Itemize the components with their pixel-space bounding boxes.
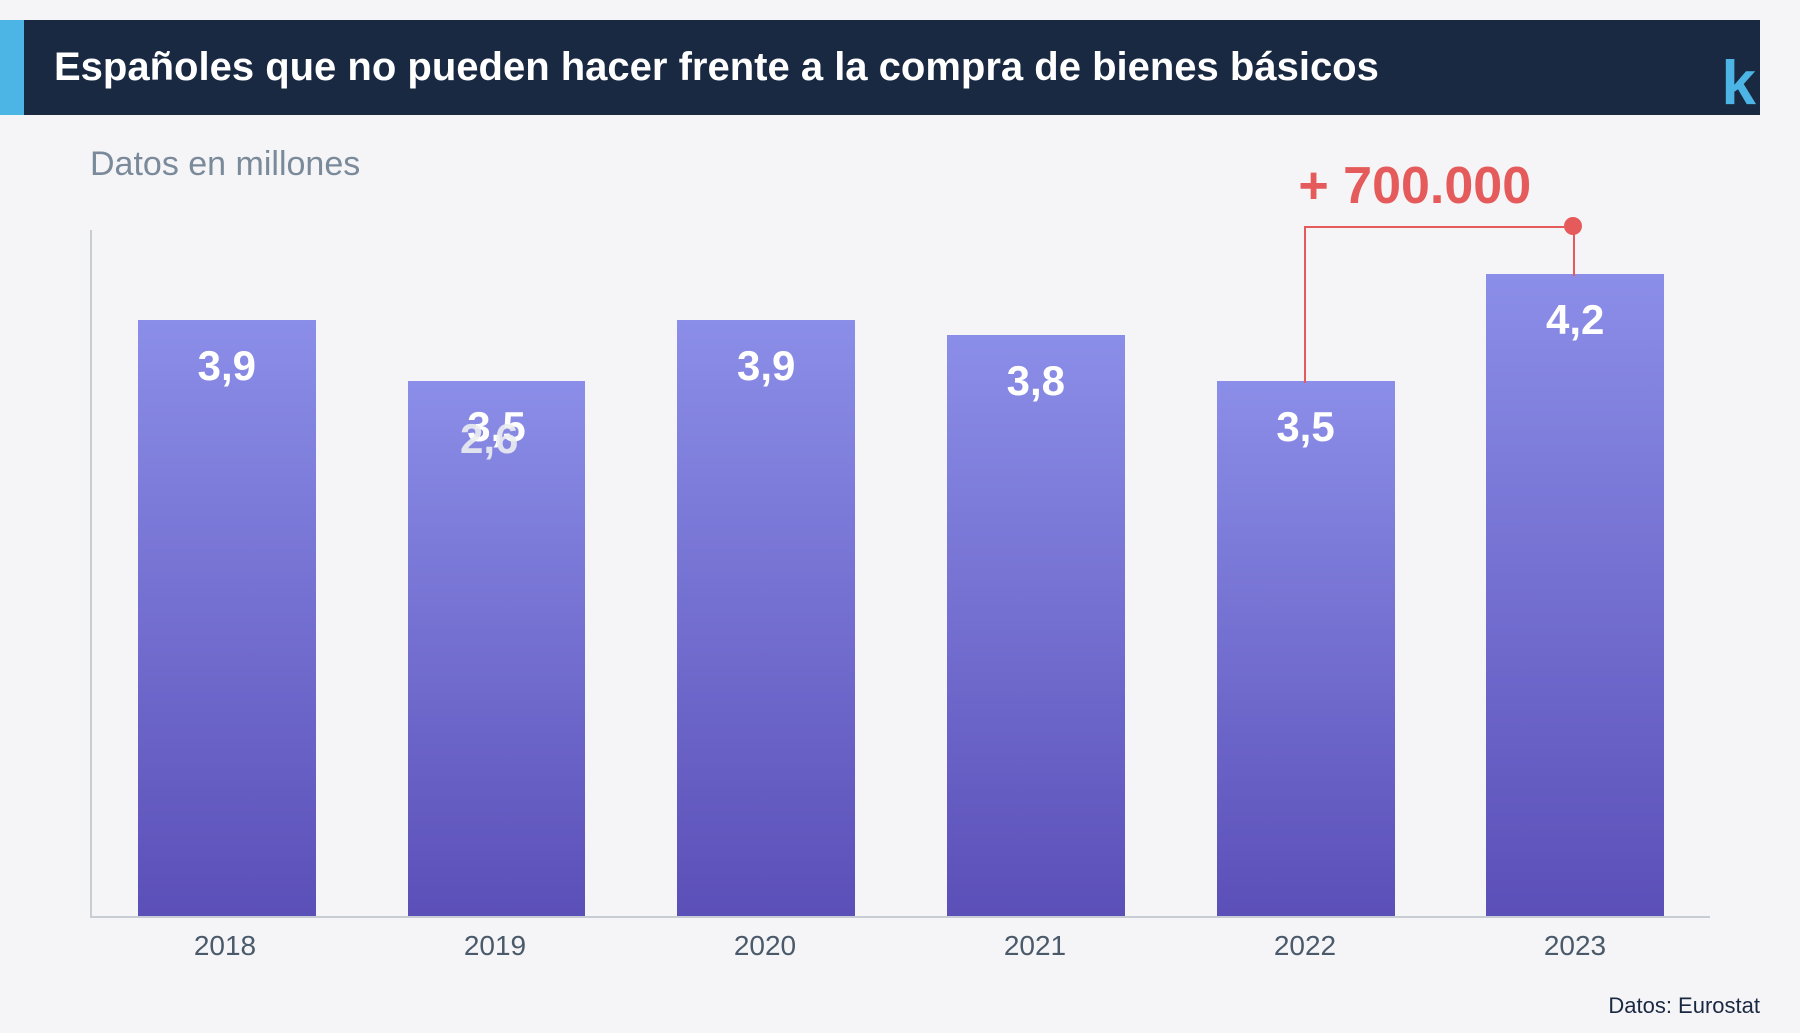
callout-line-v1: [1304, 226, 1306, 383]
x-tick-label: 2019: [360, 930, 630, 962]
bar-column: 3,9: [92, 230, 362, 916]
x-tick-label: 2021: [900, 930, 1170, 962]
logo: ok: [1688, 48, 1752, 119]
bar-chart: 3,93,53,93,83,54,2 201820192020202120222…: [90, 230, 1710, 973]
header-accent: [0, 20, 24, 115]
bar-column: 3,9: [631, 230, 901, 916]
header-bar: Españoles que no pueden hacer frente a l…: [0, 20, 1760, 115]
source-label: Datos: Eurostat: [1608, 993, 1760, 1019]
logo-k: k: [1722, 48, 1752, 119]
bar: 3,9: [677, 320, 855, 916]
header-title-bar: Españoles que no pueden hacer frente a l…: [24, 20, 1760, 115]
bar-column: 4,2: [1440, 230, 1710, 916]
bar: 3,9: [138, 320, 316, 916]
callout-dot: [1564, 217, 1582, 235]
bar: 3,5: [1217, 381, 1395, 916]
bar-value-label: 3,8: [947, 357, 1125, 405]
bar-column: 3,8: [901, 230, 1171, 916]
bar-value-label: 3,5: [1217, 403, 1395, 451]
watermark-text: 2,6: [460, 415, 518, 463]
callout-text: + 700.000: [1298, 156, 1531, 216]
bar-value-label: 3,9: [138, 342, 316, 390]
bar-value-label: 4,2: [1486, 296, 1664, 344]
bar-value-label: 3,9: [677, 342, 855, 390]
x-tick-label: 2023: [1440, 930, 1710, 962]
logo-o: o: [1688, 48, 1722, 119]
x-tick-label: 2020: [630, 930, 900, 962]
plot-area: 3,9 3,5 3,9 3,8 3,5 4,2: [90, 230, 1710, 918]
bar: 4,2: [1486, 274, 1664, 916]
bar: 3,8: [947, 335, 1125, 916]
bar-column: 3,5: [362, 230, 632, 916]
x-axis: 201820192020202120222023: [90, 930, 1710, 962]
callout-line-h: [1304, 226, 1574, 228]
subtitle: Datos en millones: [90, 145, 1800, 184]
x-tick-label: 2018: [90, 930, 360, 962]
chart-title: Españoles que no pueden hacer frente a l…: [54, 45, 1379, 90]
bar-column: 3,5: [1171, 230, 1441, 916]
x-tick-label: 2022: [1170, 930, 1440, 962]
